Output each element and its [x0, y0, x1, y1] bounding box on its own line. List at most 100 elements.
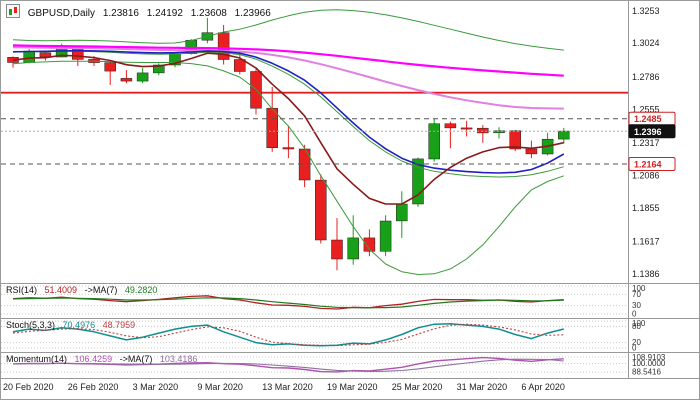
- candle: [525, 140, 538, 159]
- momentum-level-label: 88.5416: [632, 368, 661, 377]
- candle-body: [525, 148, 538, 155]
- rsi-panel-label: RSI(14) 51.4009 ->MA(7) 49.2820: [6, 285, 162, 295]
- ohlc-low: 1.23608: [190, 8, 227, 19]
- candle-body: [396, 203, 408, 222]
- candle-body: [104, 62, 116, 72]
- candle: [428, 118, 440, 162]
- candle: [460, 120, 473, 137]
- candle: [347, 215, 359, 265]
- price-scale-label: 1.1617: [632, 237, 660, 247]
- bollinger-middle-line: [12, 50, 564, 178]
- date-label: 25 Mar 2020: [392, 382, 443, 392]
- ma-magenta-line: [12, 44, 564, 77]
- candle: [558, 127, 570, 144]
- candle-body: [477, 127, 489, 134]
- momentum-level-label: 108.9103: [632, 353, 666, 362]
- momentum-value: 106.4259: [74, 354, 113, 364]
- candle-body: [136, 72, 149, 82]
- stoch-d-line: [12, 323, 564, 347]
- rsi-level-label: 70: [632, 290, 641, 299]
- candle: [315, 174, 327, 244]
- candle-body: [234, 59, 246, 72]
- price-scale-label: 1.1386: [632, 269, 660, 279]
- price-scale-label: 1.3253: [632, 6, 660, 16]
- chart-icon[interactable]: [6, 4, 20, 18]
- ma-darkred-line: [12, 52, 564, 205]
- candle: [541, 132, 554, 156]
- ohlc-high: 1.24192: [146, 8, 183, 19]
- rsi-level-label: 30: [632, 301, 641, 310]
- candle-body: [412, 158, 424, 205]
- bollinger-lower-line: [12, 60, 564, 275]
- rsi-level-label: 0: [632, 310, 637, 319]
- main-plot-area: [1, 9, 628, 275]
- date-label: 13 Mar 2020: [262, 382, 313, 392]
- candle: [363, 229, 376, 257]
- candle: [331, 218, 343, 271]
- rsi-name: RSI(14): [6, 285, 38, 295]
- candle: [136, 68, 149, 84]
- price-tag-text: 1.2396: [634, 127, 662, 137]
- price-tag-1.2396[interactable]: [628, 124, 676, 139]
- candle-body: [428, 123, 440, 160]
- price-scale-label: 1.3024: [632, 38, 660, 48]
- price-scale-label: 1.1855: [632, 203, 660, 213]
- stochastic-level-label: 20: [632, 338, 641, 347]
- candle-body: [444, 123, 457, 129]
- date-label: 19 Mar 2020: [327, 382, 378, 392]
- date-label: 26 Feb 2020: [68, 382, 119, 392]
- price-scale-label: 1.2555: [632, 104, 660, 114]
- candle-body: [120, 78, 133, 82]
- date-label: 9 Mar 2020: [197, 382, 243, 392]
- candle-body: [558, 130, 570, 140]
- candle-body: [315, 179, 327, 241]
- momentum-ma-value: 103.4186: [159, 354, 198, 364]
- price-scale-label: 1.2317: [632, 138, 660, 148]
- candle: [493, 127, 505, 139]
- candle: [298, 144, 311, 188]
- stoch-signal-value: 48.7959: [102, 320, 136, 330]
- price-tag-text: 1.2164: [634, 160, 662, 170]
- candle: [250, 67, 262, 115]
- stoch-value: 70.4976: [62, 320, 96, 330]
- rsi-value: 51.4009: [44, 285, 78, 295]
- date-label: 31 Mar 2020: [457, 382, 508, 392]
- price-tag-1.2164[interactable]: [628, 157, 676, 171]
- stochastic-level-label: 100: [632, 319, 646, 328]
- candle-body: [460, 127, 473, 130]
- momentum-ma-line: [12, 358, 564, 373]
- price-tag-text: 1.2485: [634, 114, 662, 124]
- candle: [169, 53, 181, 68]
- date-label: 20 Feb 2020: [3, 382, 54, 392]
- candle-body: [153, 64, 165, 74]
- candle: [104, 61, 116, 85]
- momentum-name: Momentum(14): [6, 354, 68, 364]
- ma-blue-line: [12, 49, 565, 174]
- ohlc-close: 1.23966: [234, 8, 271, 19]
- stoch-name: Stoch(5,3,3): [6, 320, 56, 330]
- date-label: 6 Apr 2020: [521, 382, 565, 392]
- momentum-panel-label: Momentum(14) 106.4259 ->MA(7) 103.4186: [6, 354, 202, 364]
- candle-body: [266, 107, 278, 148]
- candle-body: [282, 147, 295, 150]
- momentum-ma-name: ->MA(7): [119, 354, 153, 364]
- candle-body: [39, 52, 52, 58]
- rsi-ma-value: 49.2820: [124, 285, 158, 295]
- stochastic-panel-label: Stoch(5,3,3) 70.4976 48.7959: [6, 320, 140, 330]
- momentum-level-label: 100.0000: [632, 359, 666, 368]
- candle: [412, 157, 424, 207]
- candle-body: [217, 32, 230, 60]
- candle: [201, 17, 214, 44]
- candle-body: [23, 50, 35, 63]
- candles: [7, 17, 570, 271]
- price-scale-label: 1.2086: [632, 171, 660, 181]
- ohlc-open: 1.23816: [102, 8, 139, 19]
- candle: [444, 121, 457, 149]
- candle-body: [331, 239, 343, 260]
- candle: [120, 70, 133, 84]
- bollinger-upper-line: [12, 9, 564, 51]
- candle: [39, 51, 52, 61]
- stochastic-level-label: 80: [632, 322, 641, 331]
